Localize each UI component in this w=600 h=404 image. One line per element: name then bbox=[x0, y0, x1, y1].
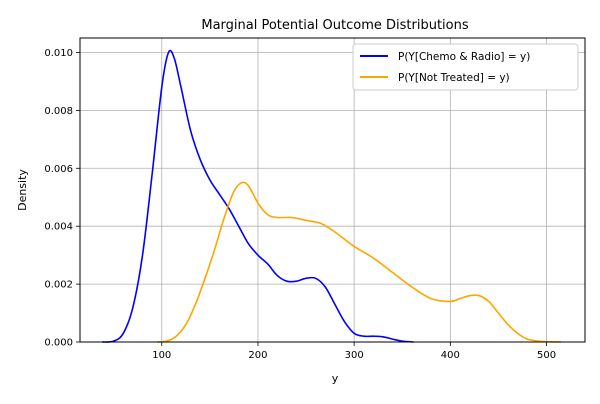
x-axis-label: y bbox=[332, 372, 339, 385]
y-tick-label: 0.002 bbox=[44, 280, 73, 291]
plot-frame bbox=[79, 37, 586, 343]
legend-label-not-treated: P(Y[Not Treated] = y) bbox=[398, 72, 510, 84]
axis-ticks: 100 200 300 400 500 0.000 0.002 0.004 0.006 0.008… bbox=[44, 48, 556, 361]
x-tick-label: 300 bbox=[345, 350, 364, 361]
y-tick-label: 0.010 bbox=[44, 48, 73, 59]
x-tick-label: 200 bbox=[248, 350, 267, 361]
y-axis-label: Density bbox=[16, 169, 29, 211]
y-tick-label: 0.000 bbox=[44, 338, 73, 349]
y-tick-label: 0.006 bbox=[44, 164, 73, 175]
y-tick-label: 0.004 bbox=[44, 222, 73, 233]
y-tick-label: 0.008 bbox=[44, 106, 73, 117]
legend: P(Y[Chemo & Radio] = y) P(Y[Not Treated]… bbox=[352, 43, 579, 91]
chart-title: Marginal Potential Outcome Distributions bbox=[201, 18, 469, 33]
legend-box bbox=[352, 43, 579, 91]
series-lines bbox=[102, 49, 561, 343]
series-line-chemo-radio bbox=[102, 49, 414, 343]
x-tick-label: 100 bbox=[152, 350, 171, 361]
legend-label-chemo-radio: P(Y[Chemo & Radio] = y) bbox=[398, 51, 530, 63]
x-tick-label: 500 bbox=[537, 350, 556, 361]
series-line-not-treated bbox=[156, 181, 561, 343]
x-tick-label: 400 bbox=[441, 350, 460, 361]
